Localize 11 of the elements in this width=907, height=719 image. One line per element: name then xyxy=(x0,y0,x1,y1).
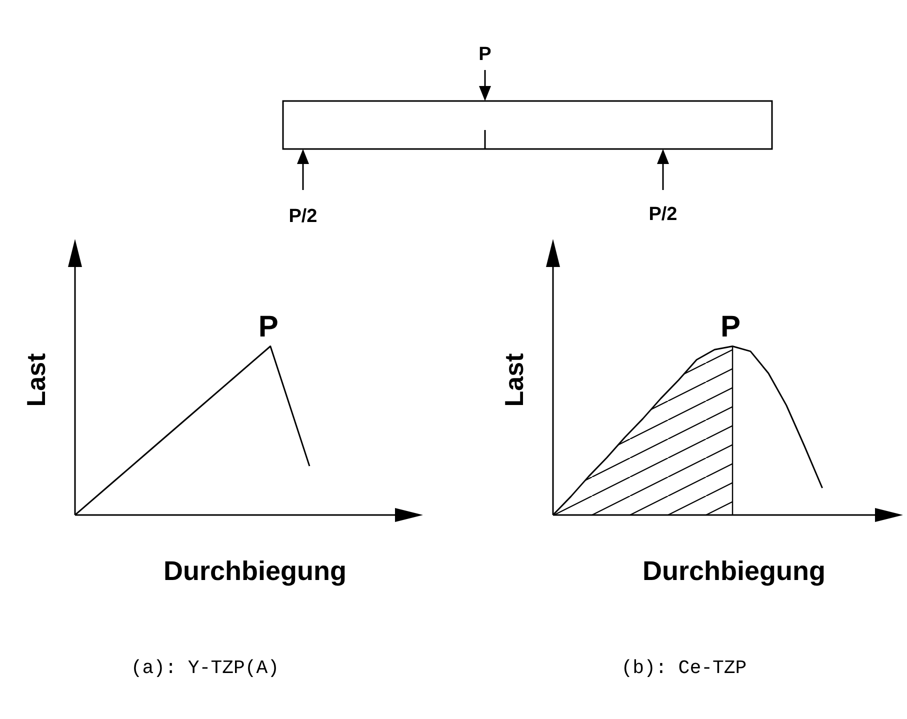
y-axis-title: Last xyxy=(499,352,529,407)
text: P/2 xyxy=(288,206,318,227)
annotation: P xyxy=(720,310,741,344)
x-axis-title: Durchbiegung xyxy=(164,556,346,586)
annotation: P xyxy=(258,310,278,344)
text: P/2 xyxy=(648,204,678,225)
text: P xyxy=(478,44,492,65)
x-axis-title: Durchbiegung xyxy=(642,556,826,586)
text: (a): Y-TZP(A) xyxy=(130,657,280,679)
text: (b): Ce-TZP xyxy=(621,657,747,679)
y-axis-title: Last xyxy=(21,352,51,407)
